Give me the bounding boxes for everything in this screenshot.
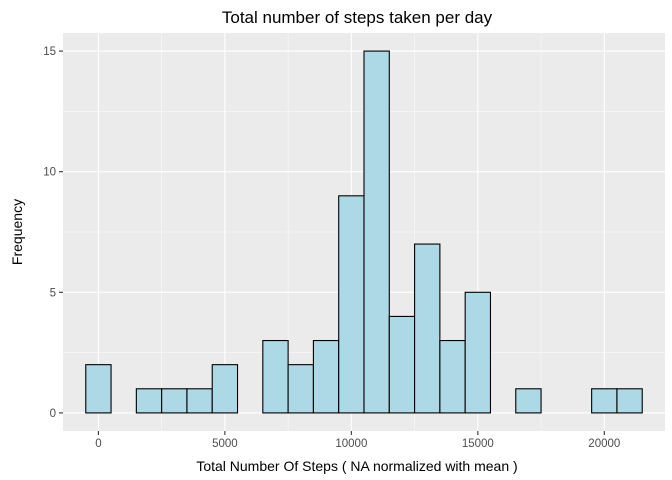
x-axis: 0 5000 10000 15000 20000 — [95, 431, 620, 450]
x-tick-label: 15000 — [462, 438, 494, 450]
histogram-bar — [135, 388, 163, 414]
y-tick-label: 10 — [43, 167, 56, 179]
y-axis: 0 5 10 15 — [43, 46, 63, 420]
histogram-bar — [616, 388, 643, 414]
histogram-bar — [414, 243, 441, 414]
histogram-bar — [363, 50, 390, 414]
histogram-bar — [388, 315, 416, 414]
histogram-bar — [287, 364, 314, 414]
histogram-bar — [262, 339, 289, 414]
histogram-bar — [211, 364, 239, 414]
x-tick-label: 5000 — [212, 438, 238, 450]
histogram-bar — [312, 339, 340, 414]
x-tick-label: 20000 — [588, 438, 620, 450]
x-tick-label: 0 — [95, 438, 101, 450]
x-axis-title: Total Number Of Steps ( NA normalized wi… — [196, 458, 517, 474]
histogram-bar — [439, 339, 466, 414]
histogram-bar — [186, 388, 213, 414]
histogram-bar — [161, 388, 188, 414]
y-tick-label: 5 — [50, 287, 56, 299]
bars — [85, 50, 643, 414]
histogram-bar — [464, 291, 492, 414]
chart-title: Total number of steps taken per day — [222, 8, 493, 27]
y-tick-label: 15 — [43, 46, 56, 58]
histogram-bar — [85, 364, 112, 414]
x-tick-label: 10000 — [335, 438, 367, 450]
histogram-bar — [591, 388, 618, 414]
histogram-bar — [338, 195, 365, 414]
histogram-bar — [515, 388, 542, 414]
y-axis-title: Frequency — [9, 199, 25, 265]
y-tick-label: 0 — [50, 408, 56, 420]
